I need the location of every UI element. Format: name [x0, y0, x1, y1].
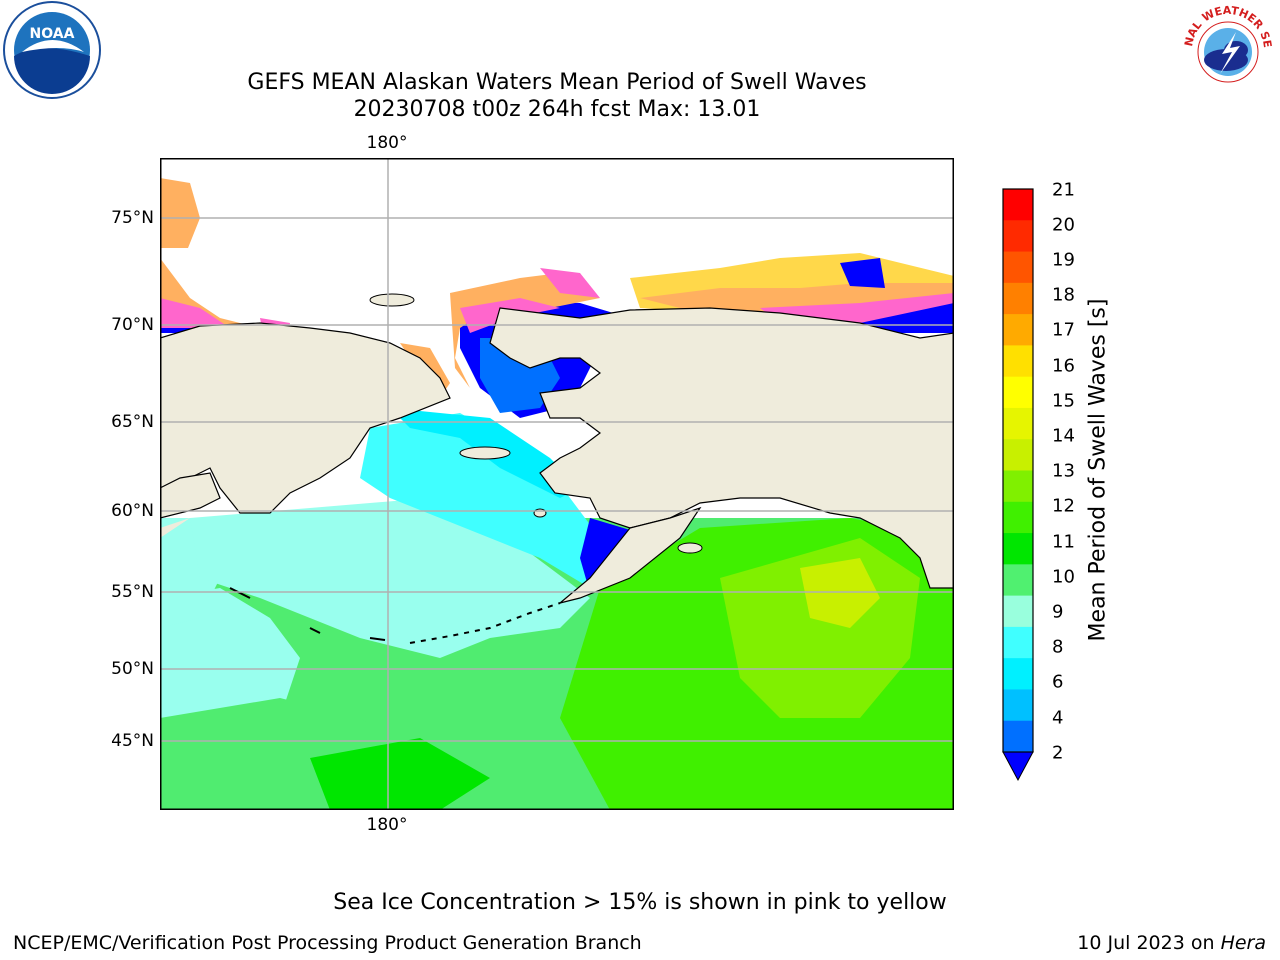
footer-date: 10 Jul 2023 on Hera	[1077, 932, 1266, 954]
map-frame	[160, 158, 954, 810]
lat-label-65n: 65°N	[111, 412, 154, 432]
colorbar	[1002, 188, 1034, 782]
lon-label-bottom-180: 180°	[366, 815, 408, 835]
colorbar-segment	[1003, 501, 1033, 534]
noaa-logo-text: NOAA	[30, 26, 75, 42]
commander-islands	[229, 587, 386, 641]
colorbar-segment	[1003, 626, 1033, 659]
colorbar-tick-4: 4	[1052, 707, 1064, 729]
lat-label-45n: 45°N	[111, 731, 154, 751]
lat-label-50n: 50°N	[111, 659, 154, 679]
colorbar-label: Mean Period of Swell Waves [s]	[1085, 298, 1111, 642]
chart-title: GEFS MEAN Alaskan Waters Mean Period of …	[247, 70, 867, 95]
colorbar-tick-2: 2	[1052, 742, 1064, 764]
north-pacific-green-patch	[310, 738, 490, 810]
lat-label-70n: 70°N	[111, 315, 154, 335]
bering-sea-cyan	[360, 413, 600, 588]
sea-ice-caption: Sea Ice Concentration > 15% is shown in …	[333, 890, 947, 915]
colorbar-tick-14: 14	[1052, 425, 1075, 447]
lat-label-55n: 55°N	[111, 582, 154, 602]
gulf-of-alaska-yellow	[800, 558, 880, 628]
colorbar-frame	[1002, 188, 1034, 753]
colorbar-segment	[1003, 439, 1033, 471]
colorbar-tick-8: 8	[1052, 636, 1064, 658]
footer-date-text: 10 Jul 2023 on	[1077, 932, 1221, 954]
colorbar-tick-13: 13	[1052, 460, 1075, 482]
footer-producer: NCEP/EMC/Verification Post Processing Pr…	[13, 932, 642, 954]
colorbar-segment	[1003, 595, 1033, 628]
gridlines	[160, 158, 954, 810]
colorbar-segment	[1003, 720, 1033, 753]
aleutian-islands	[409, 602, 561, 644]
sea-ice-chukchi-orange	[450, 273, 600, 388]
lon-label-top-180: 180°	[366, 133, 408, 153]
colorbar-segment	[1003, 251, 1033, 284]
colorbar-tick-21: 21	[1052, 179, 1075, 201]
colorbar-segment	[1003, 314, 1033, 346]
sea-ice-chukchi-pink-2	[540, 268, 600, 298]
land-alaska-peninsula	[559, 506, 702, 604]
colorbar-segment	[1003, 470, 1033, 503]
colorbar-segment	[1003, 220, 1033, 253]
land-kamchatka-edge	[160, 518, 190, 538]
colorbar-segment	[1003, 533, 1033, 565]
land-st-lawrence-island	[459, 446, 511, 460]
land-kodiak-island	[677, 542, 703, 554]
colorbar-tick-11: 11	[1052, 531, 1075, 553]
colorbar-segment	[1003, 376, 1033, 409]
colorbar-tick-12: 12	[1052, 495, 1075, 517]
land-kamchatka-north	[160, 472, 221, 519]
colorbar-tick-15: 15	[1052, 390, 1075, 412]
colorbar-tick-17: 17	[1052, 319, 1075, 341]
colorbar-segment	[1003, 282, 1033, 315]
chart-subtitle: 20230708 t00z 264h fcst Max: 13.01	[353, 97, 761, 122]
lat-label-60n: 60°N	[111, 501, 154, 521]
sea-ice-beaufort-pink	[760, 293, 954, 323]
land-nunivak-island	[533, 508, 547, 518]
sea-ice-nw-orange	[160, 178, 200, 248]
colorbar-tick-9: 9	[1052, 601, 1064, 623]
colorbar-segment	[1003, 564, 1033, 597]
colorbar-tick-20: 20	[1052, 214, 1075, 236]
land-wrangel-island	[369, 293, 415, 307]
footer-machine: Hera	[1220, 932, 1266, 954]
colorbar-segment	[1003, 345, 1033, 378]
colorbar-segment	[1003, 407, 1033, 440]
land-siberia	[160, 322, 451, 514]
noaa-logo: NOAA	[0, 0, 105, 100]
colorbar-segments	[1003, 189, 1033, 753]
colorbar-extend-arrow	[1002, 751, 1034, 782]
colorbar-segment	[1003, 658, 1033, 690]
colorbar-tick-18: 18	[1052, 284, 1075, 306]
colorbar-tick-6: 6	[1052, 671, 1064, 693]
beaufort-blue-spot	[840, 258, 885, 288]
colorbar-segment	[1003, 689, 1033, 722]
lat-label-75n: 75°N	[111, 208, 154, 228]
colorbar-tick-16: 16	[1052, 355, 1075, 377]
nws-logo: NATIONAL WEATHER SERVICE	[1173, 0, 1278, 100]
colorbar-tick-19: 19	[1052, 249, 1075, 271]
map-panel	[160, 158, 954, 810]
sea-ice-east-siberian-pink	[160, 298, 230, 328]
colorbar-segment	[1003, 189, 1033, 221]
colorbar-tick-10: 10	[1052, 566, 1075, 588]
